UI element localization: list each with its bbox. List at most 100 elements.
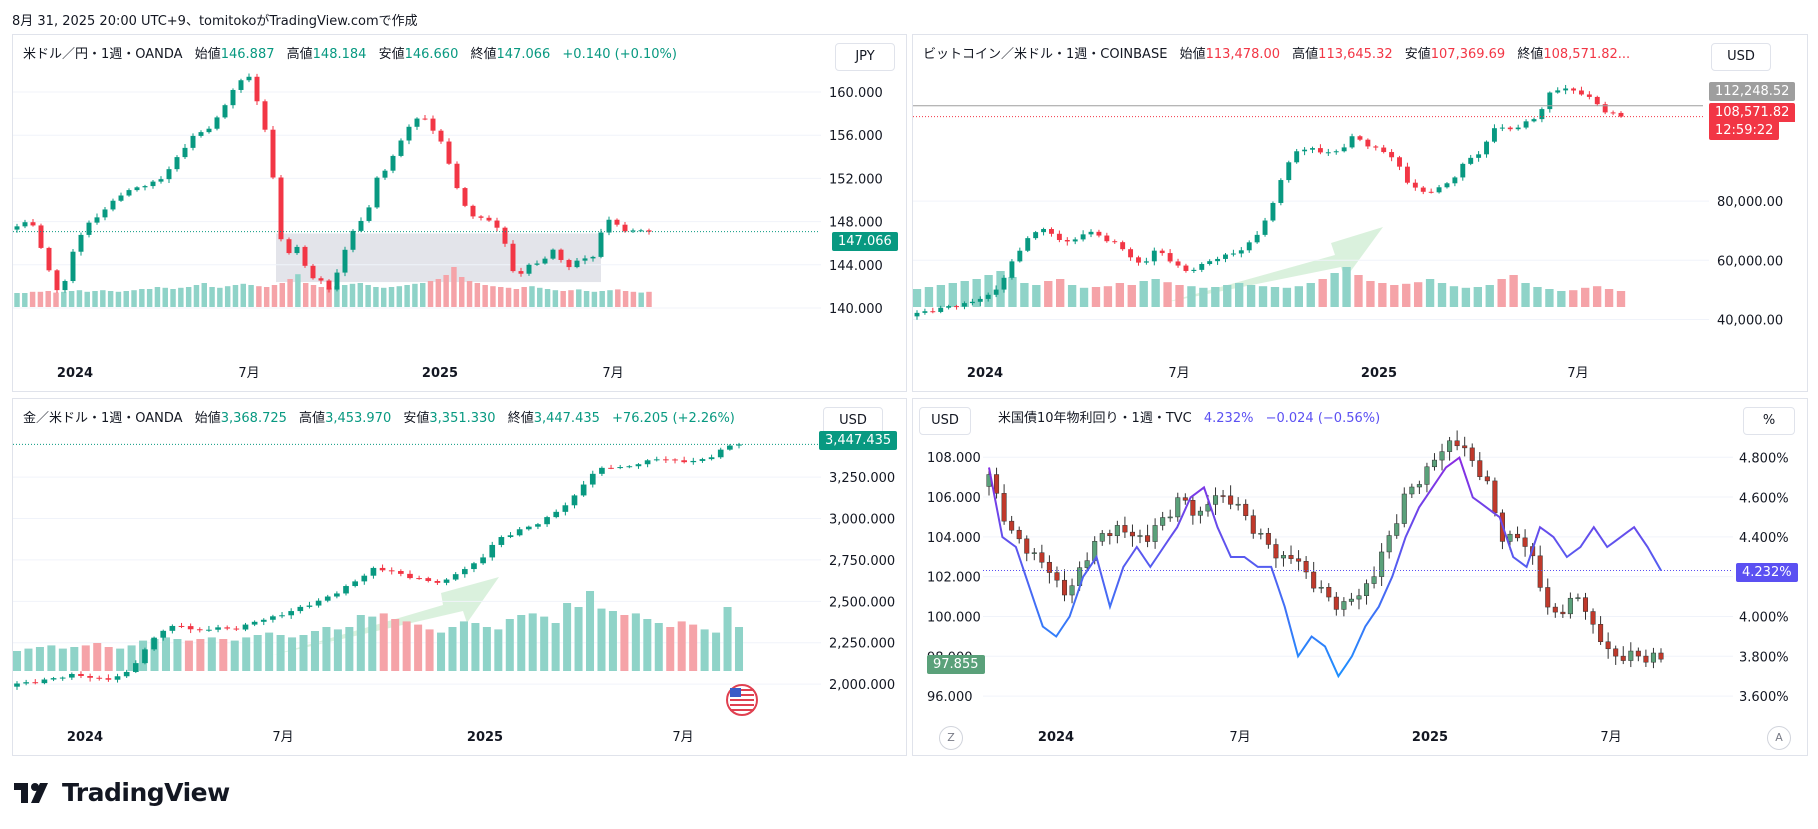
candle-body <box>562 505 569 512</box>
candle-body <box>1567 597 1573 615</box>
candle-body <box>69 673 75 678</box>
candle-body <box>334 593 340 597</box>
candle-body <box>1420 187 1426 192</box>
xauusd-chart-panel[interactable]: 2,000.000 2,250.000 2,500.000 2,750.000 3,00… <box>12 398 907 756</box>
candle-body <box>318 278 324 281</box>
candle-body <box>1515 533 1521 539</box>
volume-bar <box>1604 289 1614 307</box>
candle-body <box>550 249 556 259</box>
volume-bar <box>131 290 137 307</box>
volume-bar <box>279 283 286 307</box>
candle-body <box>1507 533 1513 542</box>
time-axis-label: 7月 <box>1567 366 1588 381</box>
candle-body <box>1296 558 1302 562</box>
candle-body <box>1444 183 1450 188</box>
candle-body <box>1605 641 1611 650</box>
candle-body <box>1056 233 1062 241</box>
volume-bar <box>630 291 637 307</box>
zoom-button[interactable]: Z <box>939 726 963 750</box>
us10y-chart-canvas[interactable]: 96.00098.000100.000102.000104.000106.000… <box>913 399 1807 755</box>
usdjpy-chart-panel[interactable]: 140.000 144.000 148.000 152.000 156.000 160.0… <box>12 34 907 392</box>
volume-bar <box>615 289 621 307</box>
volume-bar <box>322 627 331 671</box>
candle-body <box>580 484 587 496</box>
candle-body <box>1491 128 1497 142</box>
currency-button[interactable]: USD <box>823 407 883 435</box>
volume-bar <box>494 629 503 671</box>
candle-body <box>398 571 404 574</box>
volume-bar <box>1318 279 1327 307</box>
usdjpy-chart-canvas[interactable]: 140.000 144.000 148.000 152.000 156.000 160.0… <box>13 35 906 391</box>
auto-scale-button[interactable]: A <box>1767 726 1791 750</box>
candle-body <box>1610 112 1616 114</box>
volume-bar <box>498 287 504 307</box>
candle-body <box>1152 525 1158 542</box>
btcusd-chart-canvas[interactable]: 40,000.00 60,000.00 80,000.00 2024 7月 2025 7月 <box>913 35 1807 391</box>
btcusd-chart-panel[interactable]: 40,000.00 60,000.00 80,000.00 2024 7月 2025 7月 … <box>912 34 1808 392</box>
candle-body <box>1069 585 1075 596</box>
left-currency-button[interactable]: USD <box>919 407 971 435</box>
volume-bar <box>517 615 526 671</box>
volume-bar <box>184 640 193 671</box>
candle-body <box>1213 495 1219 505</box>
us10y-chart-panel[interactable]: 96.00098.000100.000102.000104.000106.000… <box>912 398 1808 756</box>
currency-button[interactable]: USD <box>1711 43 1771 71</box>
currency-button[interactable]: JPY <box>835 43 895 71</box>
volume-bar <box>568 290 574 307</box>
tradingview-logo[interactable]: TradingView <box>14 778 230 807</box>
last-price-tag: 3,447.435 <box>819 431 898 450</box>
candle-body <box>1428 191 1434 193</box>
candle-body <box>151 637 157 650</box>
volume-bar <box>68 291 75 307</box>
volume-bar <box>443 275 449 307</box>
candle-body <box>1389 152 1395 158</box>
volume-bar <box>597 608 606 671</box>
candle-body <box>46 247 52 271</box>
candle-body <box>1084 560 1090 568</box>
volume-bar <box>173 639 182 671</box>
candle-body <box>1122 525 1128 533</box>
candle-body <box>1104 235 1110 242</box>
volume-bar <box>1449 286 1459 307</box>
candle-body <box>1325 152 1331 154</box>
candle-body <box>14 683 20 687</box>
candle-body <box>425 578 432 581</box>
right-axis-label: 3.600% <box>1739 690 1789 705</box>
candle-body <box>1555 90 1561 93</box>
candle-body <box>294 246 300 254</box>
last-price-tag: 108,571.82 <box>1709 103 1796 122</box>
high-label: 高値 <box>286 47 313 62</box>
volume-bar <box>1270 287 1280 307</box>
candle-body <box>1578 90 1584 95</box>
candle-body <box>994 474 1000 494</box>
candle-body <box>215 627 221 630</box>
price-axis-label: 40,000.00 <box>1717 313 1783 328</box>
volume-bar <box>146 289 153 307</box>
volume-bar <box>201 283 207 307</box>
candle-body <box>1386 535 1392 553</box>
volume-bar <box>373 287 379 307</box>
candle-body <box>158 179 164 182</box>
candle-body <box>1357 136 1363 140</box>
high-value: 148.184 <box>312 47 367 62</box>
candle-body <box>1031 552 1037 554</box>
candle-body <box>1017 250 1023 262</box>
candle-body <box>242 624 249 630</box>
candle-body <box>1635 650 1641 657</box>
xauusd-chart-canvas[interactable]: 2,000.000 2,250.000 2,500.000 2,750.000 3,00… <box>13 399 906 755</box>
volume-bar <box>196 639 205 671</box>
volume-bar <box>1246 285 1256 307</box>
percent-scale-button[interactable]: % <box>1743 407 1795 435</box>
btcusd-legend: ビットコイン／米ドル・1週・COINBASE 始値113,478.00 高値11… <box>923 43 1630 62</box>
volume-bar <box>295 274 301 307</box>
volume-bar <box>388 287 395 307</box>
candle-body <box>1136 257 1141 263</box>
volume-bar <box>302 283 309 307</box>
candle-body <box>526 264 532 274</box>
candle-body <box>462 188 468 206</box>
candle-body <box>1365 139 1371 147</box>
chart-created-header: 8月 31, 2025 20:00 UTC+9、tomitokoがTrading… <box>12 14 418 29</box>
last-price-tag: 147.066 <box>832 232 898 251</box>
volume-bar <box>58 648 67 671</box>
candle-body <box>174 157 180 170</box>
